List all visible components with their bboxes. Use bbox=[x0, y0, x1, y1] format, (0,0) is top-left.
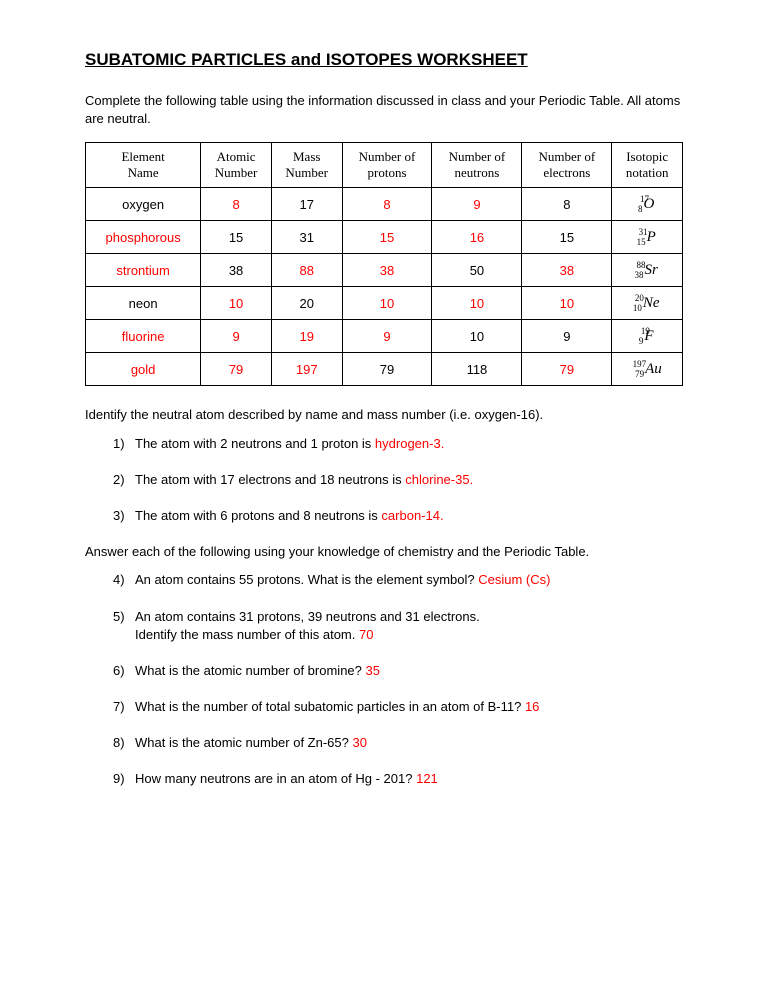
isotope-table: ElementNameAtomicNumberMassNumberNumber … bbox=[85, 142, 683, 386]
intro-text: Complete the following table using the i… bbox=[85, 92, 683, 128]
question-5: 5)An atom contains 31 protons, 39 neutro… bbox=[113, 608, 683, 644]
table-header: Number ofprotons bbox=[342, 143, 432, 188]
question-7: 7)What is the number of total subatomic … bbox=[113, 698, 683, 716]
table-header: Number ofneutrons bbox=[432, 143, 522, 188]
table-row: gold79197791187919779Au bbox=[86, 353, 683, 386]
page-title: SUBATOMIC PARTICLES and ISOTOPES WORKSHE… bbox=[85, 50, 683, 70]
table-row: oxygen817898178O bbox=[86, 188, 683, 221]
section-2: Answer each of the following using your … bbox=[85, 543, 683, 561]
table-header: ElementName bbox=[86, 143, 201, 188]
section-1: Identify the neutral atom described by n… bbox=[85, 406, 683, 424]
question-6: 6)What is the atomic number of bromine? … bbox=[113, 662, 683, 680]
table-header: AtomicNumber bbox=[201, 143, 272, 188]
table-row: neon10201010102010Ne bbox=[86, 287, 683, 320]
table-header: Number ofelectrons bbox=[522, 143, 612, 188]
question-9: 9)How many neutrons are in an atom of Hg… bbox=[113, 770, 683, 788]
question-2: 2)The atom with 17 electrons and 18 neut… bbox=[113, 471, 683, 489]
table-row: phosphorous15311516153115P bbox=[86, 221, 683, 254]
question-8: 8)What is the atomic number of Zn-65? 30 bbox=[113, 734, 683, 752]
question-1: 1)The atom with 2 neutrons and 1 proton … bbox=[113, 435, 683, 453]
table-row: strontium38883850388838Sr bbox=[86, 254, 683, 287]
table-row: fluorine9199109199F bbox=[86, 320, 683, 353]
question-3: 3)The atom with 6 protons and 8 neutrons… bbox=[113, 507, 683, 525]
table-header: MassNumber bbox=[271, 143, 342, 188]
question-4: 4)An atom contains 55 protons. What is t… bbox=[113, 571, 683, 589]
table-header: Isotopicnotation bbox=[612, 143, 683, 188]
